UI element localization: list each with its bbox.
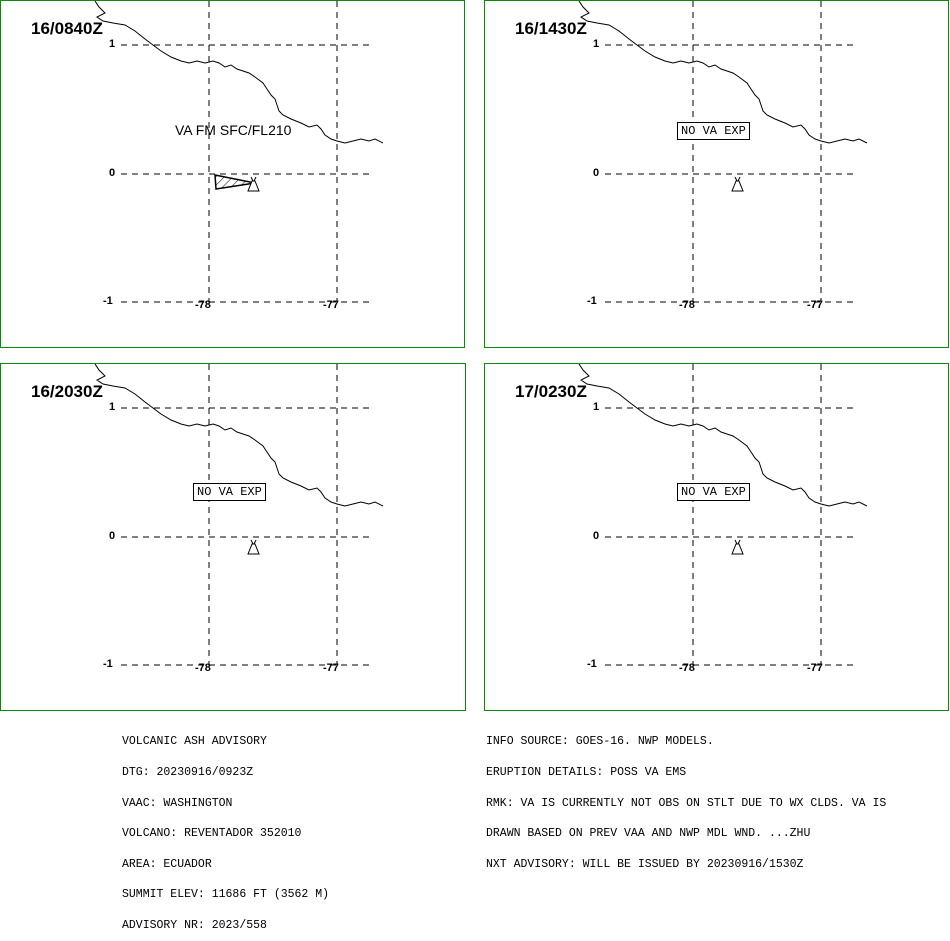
advisory-area: AREA: ECUADOR [122, 857, 212, 871]
lat-label-0: 0 [593, 167, 600, 179]
advisory-volcano: VOLCANO: REVENTADOR 352010 [122, 827, 302, 841]
grid-lines [121, 1, 373, 303]
advisory-info-source: INFO SOURCE: GOES-16. NWP MODELS. [486, 735, 714, 749]
map-canvas [578, 1, 868, 303]
coastline [578, 1, 868, 144]
map-canvas [94, 364, 384, 666]
lat-label-1: 1 [109, 38, 116, 50]
forecast-panel-0230: 17/0230Z 1 0 -1 -78 -77 NO VA EXP [484, 363, 949, 711]
lon-label-minus77: -77 [807, 299, 823, 311]
advisory-remarks-cont: DRAWN BASED ON PREV VAA AND NWP MDL WND.… [486, 827, 811, 841]
forecast-panel-2030: 16/2030Z 1 0 -1 -78 -77 NO VA EXP [0, 363, 466, 711]
advisory-eruption-details: ERUPTION DETAILS: POSS VA EMS [486, 766, 687, 779]
lat-label-0: 0 [593, 530, 600, 542]
advisory-next: NXT ADVISORY: WILL BE ISSUED BY 20230916… [486, 857, 804, 871]
forecast-panel-0840: 16/0840Z 1 0 -1 -78 -77 VA FM SFC/FL210 [0, 0, 465, 348]
no-va-exp-box: NO VA EXP [677, 122, 750, 140]
map-canvas [94, 1, 384, 303]
lon-label-minus78: -78 [195, 662, 211, 674]
panel-time: 16/1430Z [515, 19, 587, 38]
no-va-exp-box: NO VA EXP [193, 483, 266, 501]
panel-time: 16/2030Z [31, 382, 103, 401]
lon-label-minus77: -77 [323, 662, 339, 674]
ash-area [214, 174, 256, 190]
advisory-remarks: RMK: VA IS CURRENTLY NOT OBS ON STLT DUE… [486, 796, 887, 810]
coastline [578, 364, 868, 507]
advisory-summit-elev: SUMMIT ELEV: 11686 FT (3562 M) [122, 888, 330, 902]
advisory-title: VOLCANIC ASH ADVISORY [122, 735, 267, 749]
lon-label-minus78: -78 [679, 299, 695, 311]
forecast-panel-1430: 16/1430Z 1 0 -1 -78 -77 NO VA EXP [484, 0, 949, 348]
lon-label-minus78: -78 [195, 299, 211, 311]
volcano-icon [247, 176, 260, 192]
coastline [94, 364, 384, 507]
panel-time: 16/0840Z [31, 19, 103, 38]
coastline [94, 1, 384, 144]
lat-label-1: 1 [109, 401, 116, 413]
advisory-details-block: INFO SOURCE: GOES-16. NWP MODELS. ERUPTI… [486, 717, 886, 880]
volcano-icon [247, 539, 260, 555]
lon-label-minus77: -77 [323, 299, 339, 311]
lon-label-minus78: -78 [679, 662, 695, 674]
lat-label-minus1: -1 [587, 295, 597, 307]
lat-label-minus1: -1 [103, 295, 113, 307]
panel-time: 17/0230Z [515, 382, 587, 401]
grid-lines [605, 364, 857, 666]
map-canvas [578, 364, 868, 666]
grid-lines [605, 1, 857, 303]
volcano-icon [731, 176, 744, 192]
lat-label-0: 0 [109, 530, 116, 542]
lat-label-0: 0 [109, 167, 116, 179]
grid-lines [121, 364, 373, 666]
va-height-label: VA FM SFC/FL210 [175, 122, 292, 138]
advisory-dtg: DTG: 20230916/0923Z [122, 766, 254, 779]
lat-label-minus1: -1 [587, 658, 597, 670]
advisory-number: ADVISORY NR: 2023/558 [122, 918, 267, 932]
lat-label-1: 1 [593, 38, 600, 50]
lat-label-1: 1 [593, 401, 600, 413]
volcano-icon [731, 539, 744, 555]
no-va-exp-box: NO VA EXP [677, 483, 750, 501]
advisory-vaac: VAAC: WASHINGTON [122, 796, 233, 810]
lat-label-minus1: -1 [103, 658, 113, 670]
advisory-header-block: VOLCANIC ASH ADVISORY DTG: 20230916/0923… [122, 717, 329, 941]
lon-label-minus77: -77 [807, 662, 823, 674]
